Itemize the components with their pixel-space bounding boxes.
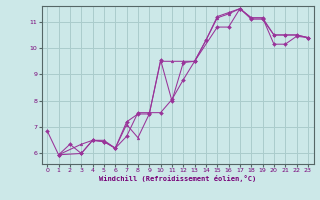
X-axis label: Windchill (Refroidissement éolien,°C): Windchill (Refroidissement éolien,°C) [99,175,256,182]
